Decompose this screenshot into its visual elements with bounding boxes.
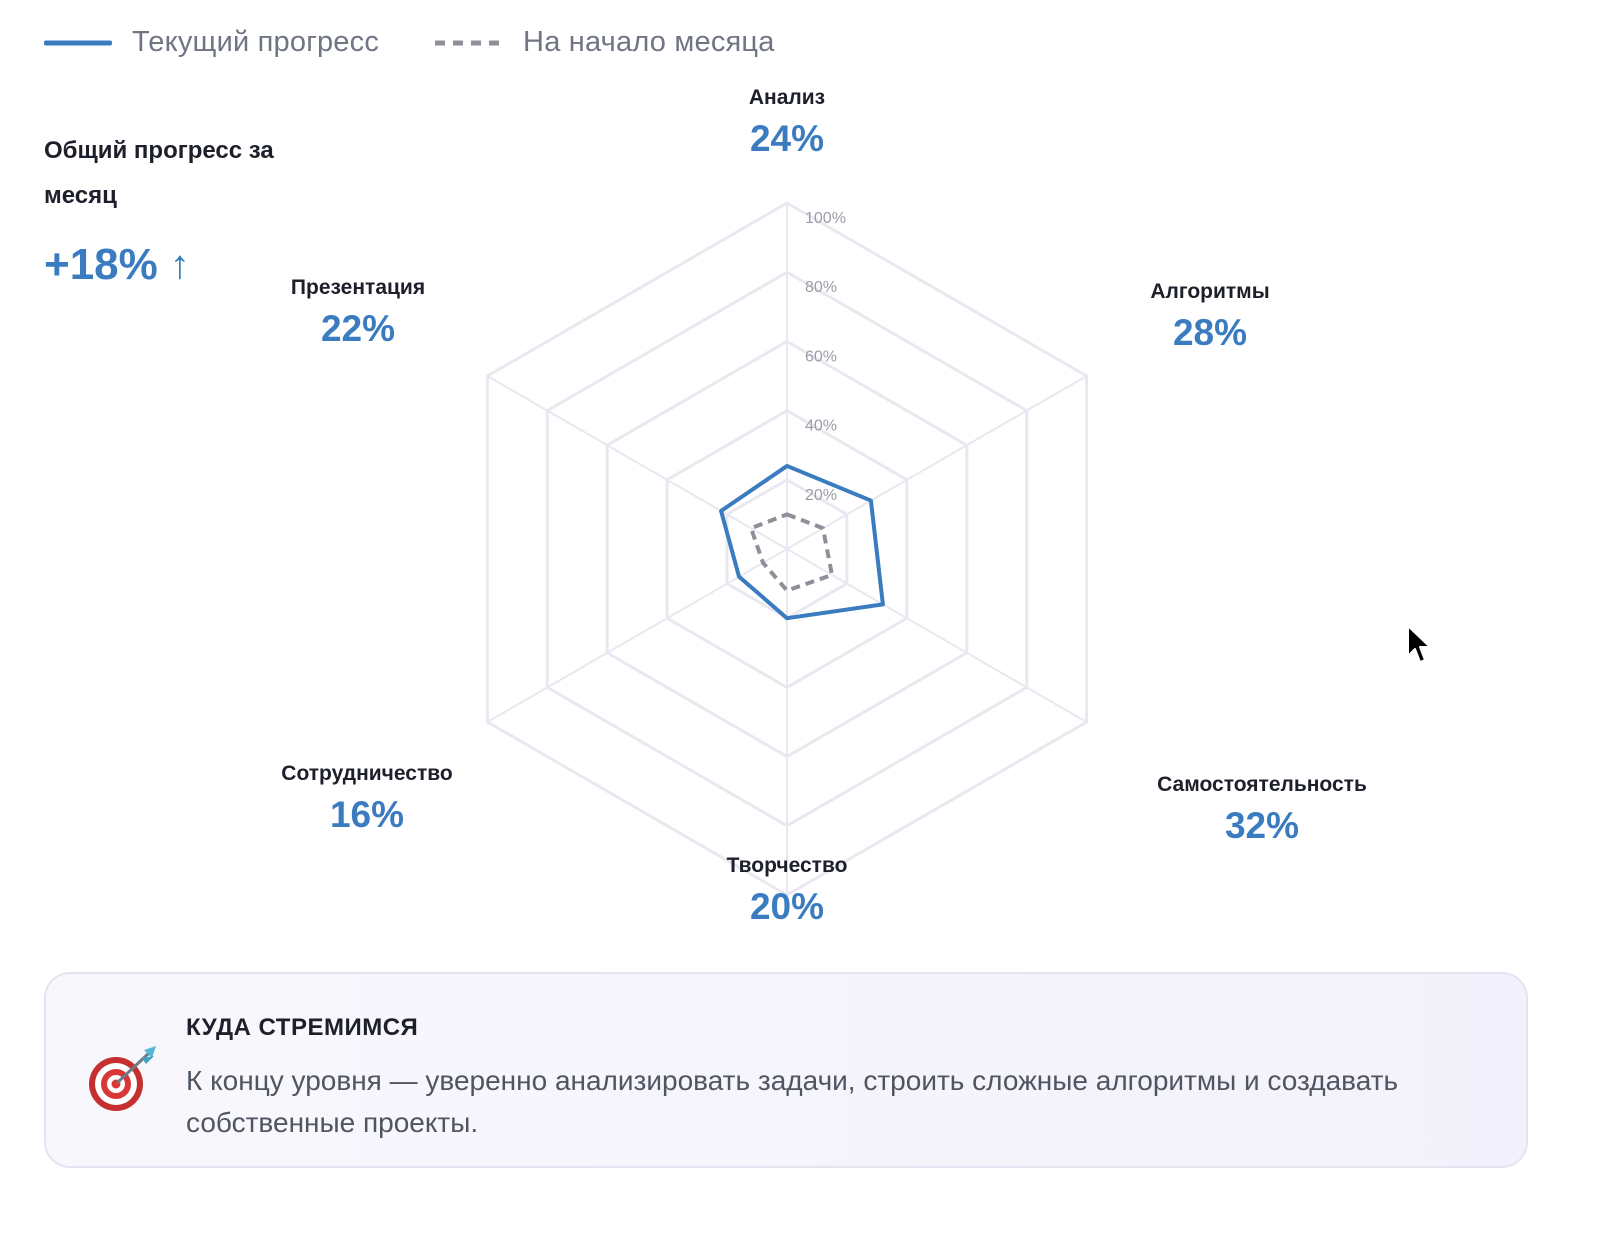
axis-value: 20% xyxy=(749,886,825,927)
axis-value: 22% xyxy=(320,308,396,349)
tick-label: 100% xyxy=(805,210,846,227)
axis-name: Алгоритмы xyxy=(1150,280,1270,303)
legend-start-label: На начало месяца xyxy=(523,26,775,58)
goal-text: К концу уровня — уверенно анализировать … xyxy=(186,1065,1399,1138)
goal-card: КУДА СТРЕМИМСЯ К концу уровня — уверенно… xyxy=(44,972,1528,1168)
mouse-cursor-icon xyxy=(1407,625,1431,663)
axis-label-analysis: Анализ 24% xyxy=(749,86,825,160)
tick-label: 40% xyxy=(805,418,837,435)
radar-grid xyxy=(485,201,1089,897)
axis-value: 32% xyxy=(1224,805,1300,846)
axis-name: Анализ xyxy=(748,86,826,109)
goal-title: КУДА СТРЕМИМСЯ xyxy=(186,1014,419,1041)
axis-label-presentation: Презентация 22% xyxy=(291,276,425,350)
axis-label-collaboration: Сотрудничество 16% xyxy=(281,762,452,836)
axis-value: 28% xyxy=(1172,312,1248,353)
chart-legend: Текущий прогресс На начало месяца xyxy=(44,26,829,59)
axis-label-algorithms: Алгоритмы 28% xyxy=(1150,280,1269,354)
legend-current-label: Текущий прогресс xyxy=(132,26,380,58)
axis-name: Творчество xyxy=(726,854,848,877)
tick-label: 60% xyxy=(805,348,837,365)
overall-title: Общий прогресс за месяц xyxy=(44,137,274,209)
axis-value: 16% xyxy=(329,794,405,835)
tick-label: 80% xyxy=(805,279,837,296)
legend-item-start: На начало месяца xyxy=(433,26,775,59)
overall-progress: Общий прогресс за месяц +18% ↑ xyxy=(44,128,304,290)
series-current-progress xyxy=(719,463,885,621)
axis-label-independence: Самостоятельность 32% xyxy=(1157,773,1367,847)
axis-label-creativity: Творчество 20% xyxy=(727,854,848,928)
target-dart-icon xyxy=(89,1046,156,1111)
radar-series xyxy=(719,463,885,621)
overall-value: +18% xyxy=(44,240,158,289)
axis-name: Сотрудничество xyxy=(281,762,453,785)
legend-dashed-line-icon xyxy=(435,40,502,45)
series-start-of-month xyxy=(748,512,835,593)
axis-name: Самостоятельность xyxy=(1157,773,1367,796)
arrow-up-icon: ↑ xyxy=(169,242,190,287)
tick-label: 20% xyxy=(805,487,837,504)
radar-chart: 20% 40% 60% 80% 100% xyxy=(485,201,1089,897)
axis-value: 24% xyxy=(749,118,825,159)
grid-spoke xyxy=(486,548,788,723)
grid-spoke xyxy=(486,375,788,550)
axis-name: Презентация xyxy=(290,276,426,299)
radar-tick-labels: 20% 40% 60% 80% 100% xyxy=(805,210,846,504)
overall-value-row: +18% ↑ xyxy=(44,240,304,290)
grid-spoke xyxy=(786,375,1088,550)
grid-spoke xyxy=(786,548,1088,723)
legend-solid-line-icon xyxy=(44,40,112,45)
legend-item-current: Текущий прогресс xyxy=(44,26,379,59)
